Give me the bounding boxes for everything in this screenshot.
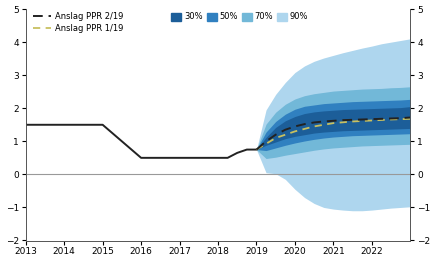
Legend: 30%, 50%, 70%, 90%: 30%, 50%, 70%, 90% (168, 9, 311, 25)
